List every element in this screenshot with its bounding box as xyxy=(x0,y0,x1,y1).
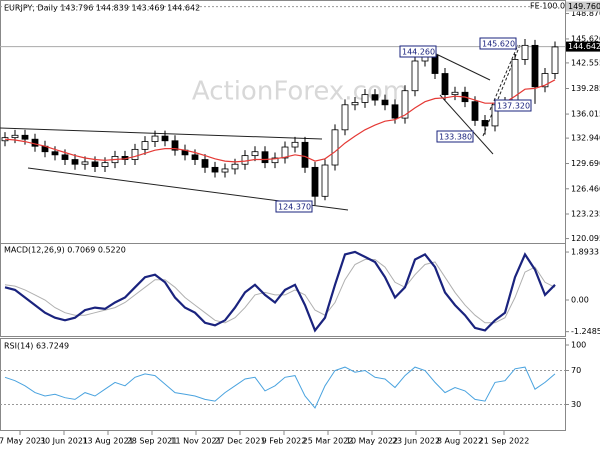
x-tick-label: 10 May 2022 xyxy=(346,437,398,446)
candle-body xyxy=(411,60,419,92)
annotation: 137.320 xyxy=(497,102,530,111)
x-tick-label: 23 Jun 2022 xyxy=(392,437,440,446)
candle-body xyxy=(471,101,479,121)
candle-body xyxy=(201,159,209,168)
candle-body xyxy=(131,148,139,160)
y-tick-label: 70 xyxy=(571,366,581,375)
candle-body xyxy=(281,146,289,159)
rsi-line xyxy=(4,366,556,409)
candle-body xyxy=(431,55,439,74)
candle-body xyxy=(141,141,149,150)
y-tick-label: 100 xyxy=(571,341,586,350)
candle-body xyxy=(441,73,449,96)
y-tick-label: 136.015 xyxy=(571,110,600,119)
candle-body xyxy=(51,151,59,156)
candle-body xyxy=(261,151,269,164)
annotations: 144.260 145.620 137.320 133.380 124.370 xyxy=(275,37,532,213)
rsi-title: RSI(14) 63.7249 xyxy=(4,342,69,351)
annotation: 133.380 xyxy=(439,133,472,142)
candle-body xyxy=(331,129,339,166)
candle-body xyxy=(231,163,239,170)
candle-body xyxy=(521,44,529,60)
candle-body xyxy=(31,138,39,147)
x-tick-label: 30 Jun 2021 xyxy=(40,437,88,446)
chart-title: EURJPY, Daily 143.796 144.839 143.469 14… xyxy=(4,4,200,13)
y-tick-label: 139.285 xyxy=(571,84,600,93)
moving-average xyxy=(4,79,556,163)
y-tick-label: 126.460 xyxy=(571,184,600,193)
candle-body xyxy=(361,94,369,103)
y-tick-label: 132.940 xyxy=(571,134,600,143)
candle-body xyxy=(171,140,179,151)
candle-body xyxy=(391,104,399,119)
last-price-box xyxy=(566,41,600,52)
candle-body xyxy=(481,120,489,127)
fe-value: 149.760 xyxy=(568,2,600,11)
candle-body xyxy=(341,104,349,131)
candle-body xyxy=(221,168,229,173)
candle-body xyxy=(81,161,89,165)
candle-body xyxy=(541,73,549,88)
macd-line xyxy=(4,250,556,333)
candle-body xyxy=(191,154,199,160)
y-tick-label: 145.620 xyxy=(571,34,600,43)
x-tick-label: 21 Sep 2022 xyxy=(479,437,530,446)
candle-body xyxy=(101,162,109,167)
candle-body xyxy=(531,44,539,88)
candle-body xyxy=(351,102,359,106)
candle-body xyxy=(311,166,319,197)
candle-body xyxy=(401,90,409,119)
candle-body xyxy=(241,155,249,165)
y-tick-label: 1.8933 xyxy=(571,248,599,257)
candle-body xyxy=(291,141,299,148)
candle-body xyxy=(151,135,159,142)
fe-box xyxy=(566,1,600,12)
trendlines xyxy=(0,44,521,211)
y-tick-label: 142.555 xyxy=(571,58,600,67)
y-tick-label: 123.235 xyxy=(571,210,600,219)
last-price-value: 144.642 xyxy=(568,42,600,51)
y-tick-label: 120.095 xyxy=(571,234,600,243)
annotation: 124.370 xyxy=(278,203,311,212)
candle-body xyxy=(381,99,389,106)
x-tick-label: 11 Nov 2021 xyxy=(170,437,221,446)
candle-body xyxy=(251,151,259,157)
y-tick-label: -1.2485 xyxy=(571,327,600,336)
macd-title: MACD(12,26,9) 0.7069 0.5220 xyxy=(4,246,126,255)
y-tick-label: 30 xyxy=(571,400,581,409)
candle-body xyxy=(321,164,329,197)
annotation: 144.260 xyxy=(402,48,435,57)
x-tick-label: 17 May 2021 xyxy=(0,437,46,446)
x-tick-label: 25 Mar 2022 xyxy=(303,437,354,446)
macd-panel xyxy=(0,243,566,337)
candle-body xyxy=(61,154,69,160)
candle-body xyxy=(371,94,379,101)
fe-label: FE 100.0 xyxy=(530,2,565,11)
macd-line xyxy=(4,259,556,324)
candle-body xyxy=(551,46,559,74)
x-tick-label: 9 Feb 2022 xyxy=(262,437,307,446)
candle-body xyxy=(21,134,29,140)
candle-body xyxy=(451,91,459,96)
y-tick-label: 129.690 xyxy=(571,159,600,168)
rsi-panel xyxy=(0,338,566,431)
x-tick-label: 13 Aug 2021 xyxy=(82,437,133,446)
candle-body xyxy=(301,141,309,168)
candle-body xyxy=(11,134,19,139)
y-tick-label: 0.00 xyxy=(571,296,589,305)
y-tick-label: 148.870 xyxy=(571,9,600,18)
candle-body xyxy=(271,157,279,164)
x-tick-label: 8 Aug 2022 xyxy=(437,437,483,446)
candle-body xyxy=(161,135,169,142)
candle-body xyxy=(91,161,99,167)
candle-body xyxy=(71,159,79,165)
candle-body xyxy=(211,166,219,173)
annotation: 145.620 xyxy=(482,40,515,49)
x-tick-label: 27 Dec 2021 xyxy=(214,437,265,446)
x-tick-label: 28 Sep 2021 xyxy=(127,437,178,446)
watermark: ActionForex.com xyxy=(192,77,408,107)
